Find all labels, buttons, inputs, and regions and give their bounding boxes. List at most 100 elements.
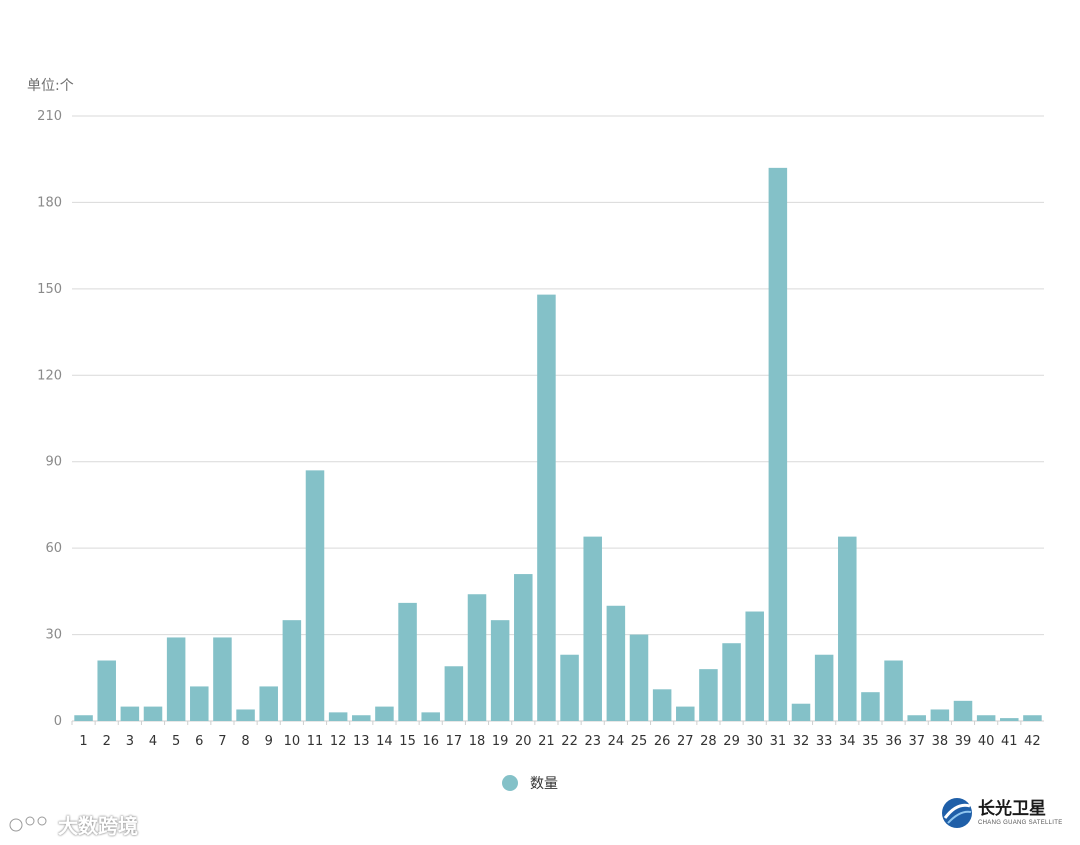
bar[interactable] xyxy=(930,709,950,721)
bar[interactable] xyxy=(190,686,209,721)
watermark-left-text: 大数跨境 xyxy=(58,814,138,838)
x-tick-label: 29 xyxy=(723,734,740,749)
bar[interactable] xyxy=(467,594,487,721)
bar[interactable] xyxy=(421,712,440,721)
x-tick-label: 42 xyxy=(1024,734,1041,749)
legend-swatch xyxy=(502,775,518,791)
bar[interactable] xyxy=(74,715,93,721)
x-tick-label: 41 xyxy=(1001,734,1018,749)
x-tick-label: 11 xyxy=(307,734,324,749)
bar[interactable] xyxy=(398,602,417,721)
bar[interactable] xyxy=(236,709,255,721)
bar[interactable] xyxy=(1000,718,1019,721)
bar[interactable] xyxy=(375,706,394,721)
x-tick-label: 22 xyxy=(561,734,578,749)
y-axis-ticks: 0 30 60 90 120 150 180 210 xyxy=(37,109,62,729)
bar[interactable] xyxy=(328,712,348,721)
bar[interactable] xyxy=(213,637,232,721)
bar[interactable] xyxy=(722,643,741,721)
bar[interactable] xyxy=(699,669,718,721)
bar[interactable] xyxy=(282,620,302,721)
bar[interactable] xyxy=(514,574,533,721)
y-tick-label: 210 xyxy=(37,109,62,124)
y-tick-label: 0 xyxy=(54,714,62,729)
bar[interactable] xyxy=(560,654,579,721)
bar[interactable] xyxy=(352,715,371,721)
x-tick-label: 30 xyxy=(746,734,763,749)
bar[interactable] xyxy=(953,700,973,721)
bar[interactable] xyxy=(907,715,926,721)
legend[interactable]: 数量 xyxy=(502,775,558,792)
bars xyxy=(74,167,1042,722)
bar[interactable] xyxy=(583,536,602,721)
legend-label: 数量 xyxy=(530,776,558,792)
x-tick-label: 27 xyxy=(677,734,694,749)
y-tick-label: 120 xyxy=(37,368,62,383)
x-axis-ticks: 1 2 3 4 5 6 7 8 9 10 11 12 13 14 15 16 17 18 19 20 21 22 23 24 2… xyxy=(71,721,1041,749)
x-tick-label: 19 xyxy=(492,734,509,749)
y-tick-label: 180 xyxy=(37,195,62,210)
x-tick-label: 17 xyxy=(446,734,463,749)
bar[interactable] xyxy=(976,715,996,721)
x-tick-label: 31 xyxy=(770,734,787,749)
x-tick-label: 6 xyxy=(195,734,203,749)
x-tick-label: 13 xyxy=(353,734,370,749)
x-tick-label: 35 xyxy=(862,734,879,749)
bar[interactable] xyxy=(768,167,788,721)
x-tick-label: 4 xyxy=(149,734,157,749)
x-tick-label: 32 xyxy=(793,734,810,749)
bar[interactable] xyxy=(97,660,116,722)
bar[interactable] xyxy=(884,660,903,722)
gridlines xyxy=(72,115,1044,722)
y-tick-label: 150 xyxy=(37,282,62,297)
x-tick-label: 18 xyxy=(469,734,486,749)
x-tick-label: 14 xyxy=(376,734,393,749)
y-tick-label: 60 xyxy=(45,541,62,556)
y-axis-unit-label: 单位:个 xyxy=(27,78,74,94)
x-tick-label: 23 xyxy=(584,734,601,749)
x-tick-label: 15 xyxy=(399,734,416,749)
x-tick-label: 1 xyxy=(79,734,87,749)
x-tick-label: 3 xyxy=(126,734,134,749)
watermark-brand-en: CHANG GUANG SATELLITE xyxy=(978,819,1063,826)
x-tick-label: 37 xyxy=(908,734,925,749)
bar[interactable] xyxy=(676,706,695,721)
x-tick-label: 2 xyxy=(103,734,111,749)
bar[interactable] xyxy=(606,605,626,721)
bar[interactable] xyxy=(259,686,278,721)
bar[interactable] xyxy=(490,620,510,721)
bar[interactable] xyxy=(305,470,325,721)
bar[interactable] xyxy=(444,666,464,721)
x-tick-label: 24 xyxy=(608,734,625,749)
watermark-brand-cn: 长光卫星 xyxy=(978,798,1046,819)
y-tick-label: 90 xyxy=(45,455,62,470)
x-tick-label: 8 xyxy=(241,734,249,749)
x-tick-label: 38 xyxy=(932,734,949,749)
bar[interactable] xyxy=(745,611,764,721)
bar[interactable] xyxy=(1023,715,1042,721)
bar[interactable] xyxy=(120,706,140,721)
x-tick-label: 10 xyxy=(284,734,301,749)
x-tick-label: 36 xyxy=(885,734,902,749)
x-tick-label: 25 xyxy=(631,734,648,749)
x-tick-label: 12 xyxy=(330,734,347,749)
bar[interactable] xyxy=(166,637,186,721)
bar[interactable] xyxy=(629,634,649,721)
watermark-left: 大数跨境 xyxy=(8,810,138,839)
bar[interactable] xyxy=(838,536,857,721)
x-tick-label: 21 xyxy=(538,734,555,749)
x-tick-label: 20 xyxy=(515,734,532,749)
bar[interactable] xyxy=(861,692,880,721)
x-tick-label: 40 xyxy=(978,734,995,749)
x-tick-label: 26 xyxy=(654,734,671,749)
satellite-logo-icon xyxy=(942,798,972,828)
bar[interactable] xyxy=(537,294,556,721)
bar[interactable] xyxy=(143,706,163,721)
bar[interactable] xyxy=(814,654,834,721)
x-tick-label: 5 xyxy=(172,734,180,749)
watermark-logo-icon xyxy=(8,815,48,832)
x-tick-label: 7 xyxy=(218,734,226,749)
bar[interactable] xyxy=(791,703,811,721)
bar[interactable] xyxy=(652,689,672,721)
